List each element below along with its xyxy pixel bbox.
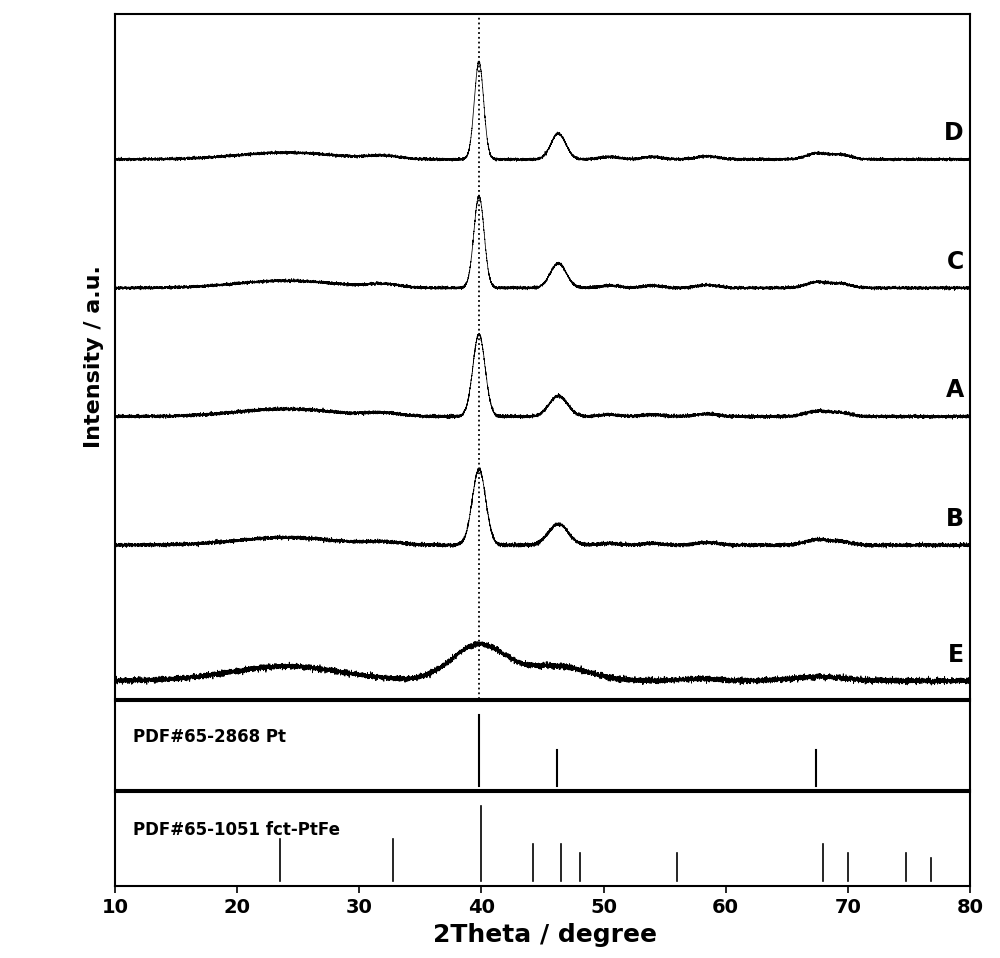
Text: PDF#65-2868 Pt: PDF#65-2868 Pt — [133, 728, 286, 746]
Y-axis label: Intensity / a.u.: Intensity / a.u. — [84, 265, 104, 448]
Text: D: D — [944, 122, 964, 146]
Text: 2Theta / degree: 2Theta / degree — [433, 923, 657, 947]
Text: C: C — [947, 250, 964, 274]
Text: B: B — [946, 507, 964, 531]
Text: E: E — [948, 643, 964, 667]
Text: A: A — [946, 378, 964, 402]
Text: PDF#65-1051 fct-PtFe: PDF#65-1051 fct-PtFe — [133, 821, 340, 839]
